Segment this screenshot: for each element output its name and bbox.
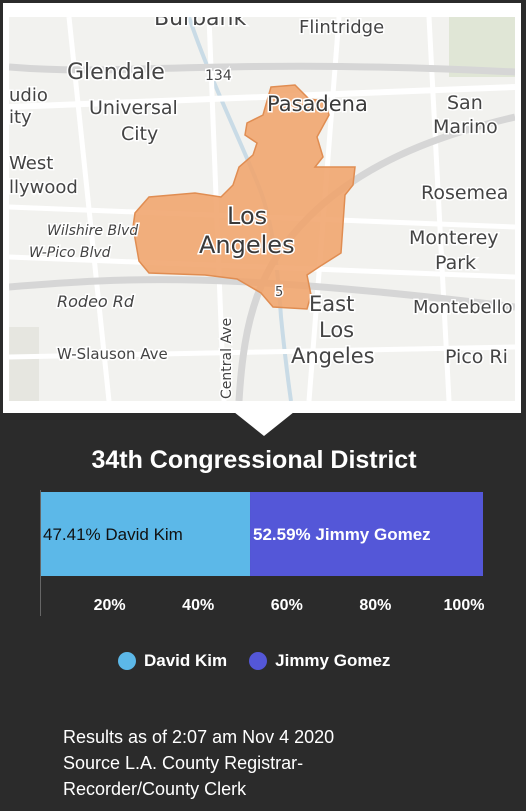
map-label: ity — [9, 107, 32, 128]
source-line: Source L.A. County Registrar- — [63, 753, 304, 773]
map-label: Central Ave — [219, 318, 235, 399]
map-label: Rodeo Rd — [57, 292, 135, 311]
map-road — [426, 17, 452, 401]
x-tick-label: 20% — [94, 597, 126, 614]
footer-note: Results as of 2:07 am Nov 4 2020 Source … — [63, 724, 463, 802]
source-line-cont: Recorder/County Clerk — [63, 779, 247, 799]
map-label: Wilshire Blvd — [47, 223, 138, 239]
x-tick-label: 60% — [271, 597, 303, 614]
map-image: Burbank Flintridge Glendale 134 udio ity… — [9, 17, 515, 401]
map-label: Park — [435, 252, 476, 274]
bar-data-label: 47.41% David Kim — [43, 525, 183, 544]
map-label: Pico Ri — [445, 346, 508, 368]
map-label: Los — [319, 318, 354, 342]
map-road — [9, 344, 515, 360]
map-label: Glendale — [67, 60, 165, 85]
map-label: llywood — [9, 177, 78, 198]
bar-data-label: 52.59% Jimmy Gomez — [253, 525, 431, 544]
map-label: Flintridge — [299, 17, 384, 38]
map-label: Monterey — [409, 227, 499, 249]
map-label: Montebello — [413, 297, 513, 318]
legend-swatch-david-kim — [118, 652, 136, 670]
district-boundary — [132, 84, 356, 310]
x-tick-label: 100% — [444, 597, 485, 614]
map-label: 134 — [205, 68, 232, 84]
legend-label-jimmy-gomez: Jimmy Gomez — [275, 651, 391, 670]
map-label: W-Slauson Ave — [57, 345, 168, 363]
bar-segment-david-kim — [40, 492, 251, 576]
map-label: Los — [227, 202, 267, 230]
map-label: San — [447, 92, 483, 114]
results-chart: 47.41% David Kim 52.59% Jimmy Gomez 20% 40… — [40, 490, 485, 616]
map-label: City — [121, 123, 158, 145]
map-label: East — [309, 292, 354, 316]
map-park — [9, 327, 39, 401]
map-label: Burbank — [154, 17, 246, 31]
legend-label-david-kim: David Kim — [144, 651, 228, 670]
map-road — [66, 17, 112, 401]
map-label: Angeles — [199, 231, 295, 259]
map-label: udio — [9, 85, 48, 106]
map-label: West — [9, 153, 53, 174]
map-label: Pasadena — [267, 92, 368, 116]
legend-swatch-jimmy-gomez — [249, 652, 268, 670]
bar-segment-jimmy-gomez — [250, 492, 483, 576]
map-freeway — [9, 276, 515, 311]
map-label: Angeles — [291, 344, 375, 368]
district-map: Burbank Flintridge Glendale 134 udio ity… — [3, 3, 521, 413]
chart-title: 34th Congressional District — [91, 446, 417, 474]
x-tick-label: 40% — [182, 597, 214, 614]
results-timestamp: Results as of 2:07 am Nov 4 2020 — [63, 727, 335, 747]
x-tick-label: 80% — [359, 597, 391, 614]
map-label: Marino — [433, 116, 498, 138]
map-label: Universal — [89, 97, 178, 119]
map-freeway — [9, 62, 515, 76]
map-label: W-Pico Blvd — [29, 245, 111, 261]
legend: David Kim Jimmy Gomez — [118, 648, 404, 674]
map-label: 5 — [275, 285, 283, 300]
callout-pointer — [234, 412, 294, 436]
map-label: Rosemea — [421, 182, 508, 204]
